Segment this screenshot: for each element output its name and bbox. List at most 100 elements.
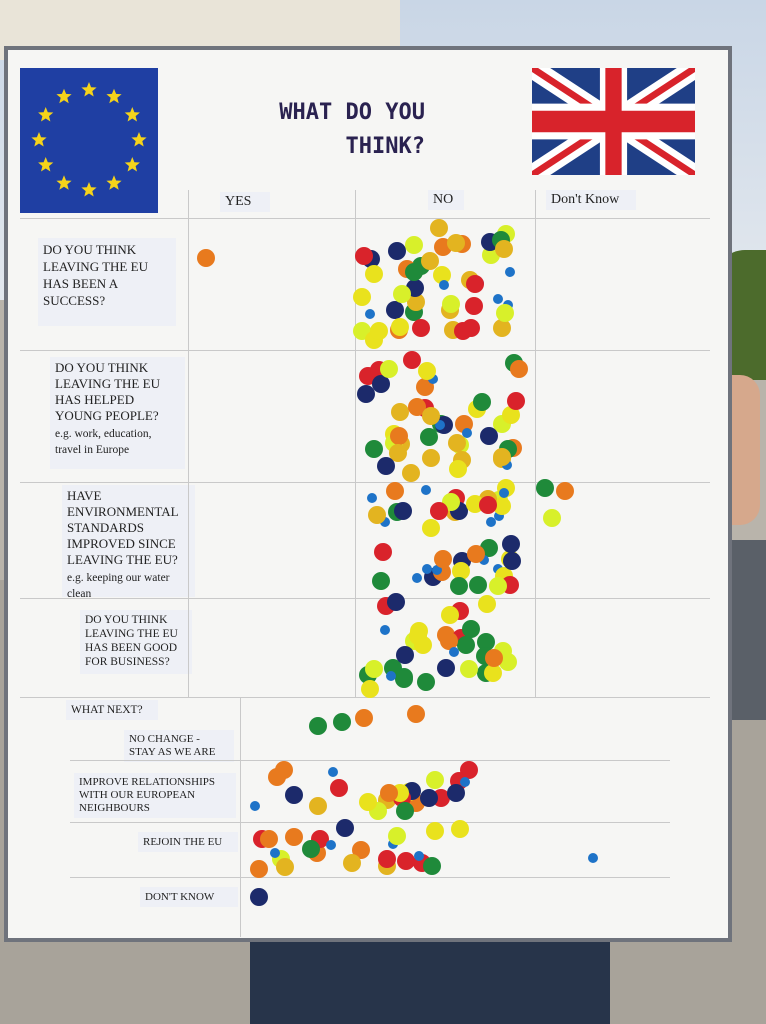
- sticker: [360, 680, 379, 699]
- sticker: [479, 427, 498, 446]
- star: [131, 132, 147, 147]
- sticker: [284, 785, 303, 804]
- sticker: [327, 767, 338, 778]
- sticker: [448, 459, 467, 478]
- sticker: [386, 671, 397, 682]
- sticker: [405, 236, 424, 255]
- sticker: [391, 403, 410, 422]
- uk-flag: [532, 68, 695, 175]
- sticker: [429, 502, 448, 521]
- sticker: [197, 249, 215, 267]
- question: DO YOU THINK LEAVING THE EU HAS HELPED Y…: [50, 357, 185, 469]
- sticker: [484, 648, 503, 667]
- sticker: [249, 860, 268, 879]
- sticker: [386, 482, 405, 501]
- sticker: [422, 407, 441, 425]
- sticker: [468, 576, 487, 595]
- column-header: Don't Know: [546, 190, 636, 210]
- sticker: [250, 888, 268, 906]
- sticker: [489, 576, 508, 595]
- sticker: [395, 646, 414, 665]
- star: [124, 157, 140, 172]
- sticker: [485, 517, 496, 528]
- sticker: [430, 219, 449, 238]
- sticker: [249, 800, 260, 811]
- sticker: [355, 709, 373, 727]
- sticker: [378, 850, 397, 869]
- sticker: [366, 492, 377, 503]
- sticker: [420, 252, 439, 271]
- sticker: [309, 717, 327, 735]
- column-header: YES: [220, 192, 270, 212]
- sticker: [449, 646, 460, 657]
- sticker: [502, 534, 521, 553]
- sticker: [478, 594, 497, 613]
- sticker: [370, 321, 389, 340]
- sticker: [388, 242, 407, 261]
- option: NO CHANGE - STAY AS WE ARE: [124, 730, 234, 762]
- sticker: [390, 426, 409, 445]
- sticker: [435, 420, 446, 431]
- sticker: [365, 660, 384, 679]
- question-text: DO YOU THINK LEAVING THE EU HAS HELPED Y…: [55, 360, 160, 423]
- sticker: [438, 279, 449, 290]
- sticker: [371, 572, 390, 591]
- grid-line: [20, 482, 710, 483]
- option: IMPROVE RELATIONSHIPS WITH OUR EUROPEAN …: [74, 773, 236, 818]
- sticker: [407, 705, 425, 723]
- sticker: [478, 554, 489, 565]
- sticker: [395, 670, 414, 689]
- sticker: [407, 293, 426, 312]
- sticker: [379, 359, 398, 378]
- sticker: [422, 563, 433, 574]
- sticker: [354, 246, 373, 265]
- sticker: [502, 406, 521, 425]
- sticker: [367, 505, 386, 524]
- sticker: [425, 771, 444, 790]
- sticker: [353, 288, 372, 307]
- sticker: [364, 439, 383, 458]
- jeans: [250, 940, 610, 1024]
- sticker: [496, 304, 515, 323]
- question-text: DO YOU THINK LEAVING THE EU HAS BEEN GOO…: [85, 614, 178, 668]
- sticker: [412, 319, 431, 338]
- sticker: [308, 796, 327, 815]
- sticker: [357, 385, 376, 404]
- sticker: [422, 449, 441, 468]
- sticker: [461, 620, 480, 639]
- sticker: [422, 857, 441, 876]
- sticker: [419, 789, 438, 808]
- sticker: [284, 827, 303, 846]
- sticker: [336, 819, 355, 838]
- sticker: [460, 660, 479, 679]
- sticker: [441, 605, 460, 624]
- sticker: [425, 821, 444, 840]
- sticker: [434, 550, 453, 569]
- sticker: [492, 318, 511, 337]
- question-text: DO YOU THINK LEAVING THE EU HAS BEEN A S…: [43, 242, 148, 308]
- sticker: [449, 577, 468, 596]
- sticker: [495, 240, 514, 259]
- sticker: [420, 485, 431, 496]
- sticker: [412, 573, 423, 584]
- sticker: [442, 295, 461, 314]
- option: REJOIN THE EU: [138, 832, 238, 852]
- star: [106, 175, 122, 190]
- sticker: [329, 779, 348, 798]
- sticker: [380, 625, 391, 635]
- grid-line: [70, 822, 670, 823]
- grid-line: [240, 697, 241, 937]
- question-note: e.g. work, education, travel in Europe: [55, 428, 152, 456]
- sticker: [389, 443, 408, 462]
- sticker: [270, 848, 281, 859]
- sticker: [394, 501, 413, 520]
- sticker: [493, 294, 504, 305]
- sticker: [409, 626, 427, 645]
- sticker: [373, 542, 392, 561]
- sticker: [387, 826, 406, 845]
- sticker: [492, 448, 511, 467]
- sticker: [358, 793, 377, 812]
- question-note: e.g. keeping our water clean: [67, 572, 170, 600]
- sticker: [465, 274, 484, 293]
- sticker: [275, 857, 294, 876]
